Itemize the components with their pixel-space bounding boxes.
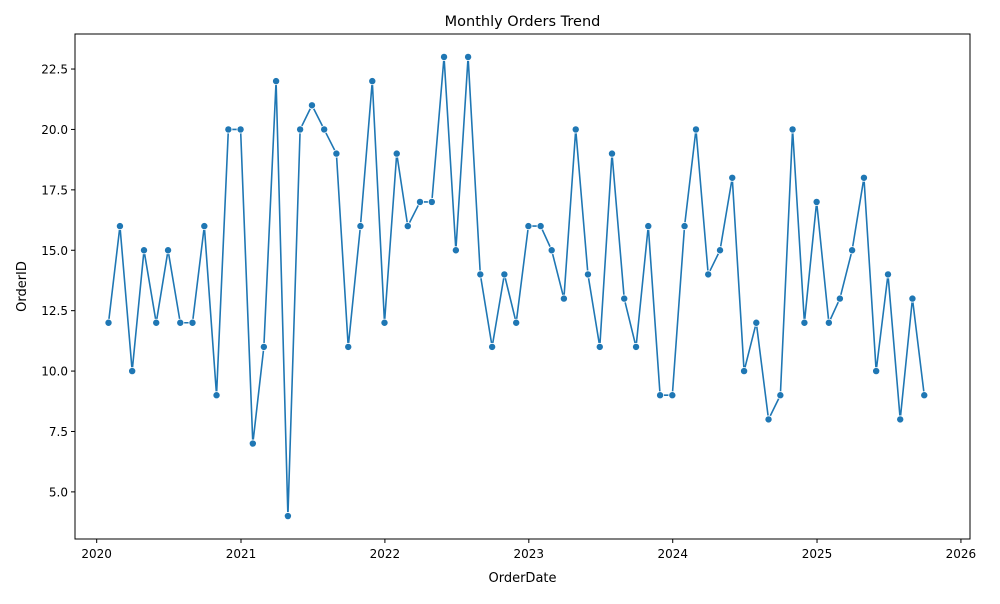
data-point — [800, 318, 809, 327]
data-point — [536, 222, 545, 231]
data-point — [691, 125, 700, 134]
data-point — [788, 125, 797, 134]
y-tick-label: 10.0 — [41, 365, 68, 379]
data-point — [236, 125, 245, 134]
plot-area — [74, 33, 971, 540]
data-point — [812, 197, 821, 206]
data-point — [403, 222, 412, 231]
data-point — [896, 415, 905, 424]
data-point — [307, 101, 316, 110]
data-point — [488, 342, 497, 351]
y-tick-label: 5.0 — [49, 485, 68, 499]
data-point — [848, 246, 857, 255]
x-tick-label: 2026 — [946, 547, 977, 561]
x-axis: 2020 2021 2022 2023 2024 2025 2026 — [81, 539, 976, 561]
y-tick-label: 12.5 — [41, 304, 68, 318]
y-tick-label: 17.5 — [41, 183, 68, 197]
data-point — [427, 197, 436, 206]
data-point — [524, 222, 533, 231]
data-point — [764, 415, 773, 424]
chart-title: Monthly Orders Trend — [445, 14, 601, 30]
data-point — [128, 367, 137, 376]
data-point — [632, 342, 641, 351]
data-point — [248, 439, 257, 448]
data-point — [115, 222, 124, 231]
data-point — [835, 294, 844, 303]
y-axis: 5.0 7.5 10.0 12.5 15.0 17.5 20.0 22.5 — [41, 63, 75, 499]
data-point — [595, 342, 604, 351]
data-point — [368, 77, 377, 86]
data-point — [283, 512, 292, 521]
data-point — [920, 391, 929, 400]
data-point — [415, 197, 424, 206]
y-tick-label: 15.0 — [41, 244, 68, 258]
data-point — [547, 246, 556, 255]
data-point — [680, 222, 689, 231]
data-point — [883, 270, 892, 279]
data-point — [740, 367, 749, 376]
data-point — [152, 318, 161, 327]
data-point — [656, 391, 665, 400]
y-tick-label: 22.5 — [41, 63, 68, 77]
data-point — [392, 149, 401, 158]
data-point — [571, 125, 580, 134]
data-point — [908, 294, 917, 303]
data-point — [620, 294, 629, 303]
data-point — [500, 270, 509, 279]
data-point — [824, 318, 833, 327]
data-point — [583, 270, 592, 279]
data-point — [259, 342, 268, 351]
x-tick-label: 2024 — [657, 547, 688, 561]
y-tick-label: 20.0 — [41, 123, 68, 137]
data-point — [380, 318, 389, 327]
data-point — [716, 246, 725, 255]
data-point — [476, 270, 485, 279]
data-point — [212, 391, 221, 400]
data-point — [668, 391, 677, 400]
data-point — [704, 270, 713, 279]
data-point — [644, 222, 653, 231]
data-point — [200, 222, 209, 231]
data-point — [332, 149, 341, 158]
data-point — [608, 149, 617, 158]
data-point — [296, 125, 305, 134]
data-point — [776, 391, 785, 400]
data-point — [272, 77, 281, 86]
data-point — [728, 173, 737, 182]
data-point — [164, 246, 173, 255]
y-axis-label: OrderID — [15, 261, 30, 312]
x-tick-label: 2023 — [514, 547, 545, 561]
x-axis-label: OrderDate — [488, 571, 556, 586]
x-tick-label: 2020 — [81, 547, 112, 561]
x-tick-label: 2025 — [802, 547, 833, 561]
x-tick-label: 2021 — [226, 547, 257, 561]
data-point — [344, 342, 353, 351]
data-point — [859, 173, 868, 182]
data-point — [440, 52, 449, 61]
data-point — [872, 367, 881, 376]
y-tick-label: 7.5 — [49, 425, 68, 439]
data-point — [559, 294, 568, 303]
data-point — [139, 246, 148, 255]
data-point — [104, 318, 113, 327]
series-points — [104, 52, 929, 521]
data-point — [451, 246, 460, 255]
data-point — [224, 125, 233, 134]
x-tick-label: 2022 — [370, 547, 401, 561]
data-point — [176, 318, 185, 327]
data-point — [512, 318, 521, 327]
data-point — [320, 125, 329, 134]
data-point — [464, 52, 473, 61]
data-point — [356, 222, 365, 231]
data-point — [188, 318, 197, 327]
data-point — [752, 318, 761, 327]
